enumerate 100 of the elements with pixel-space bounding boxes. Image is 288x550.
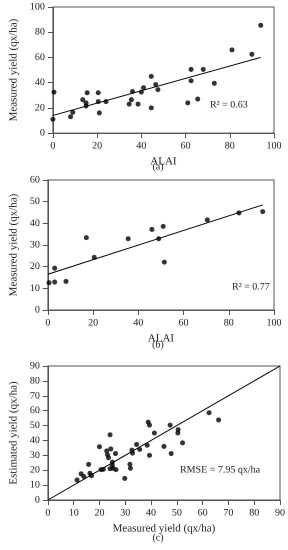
x-tick-label: 30	[120, 508, 130, 518]
y-axis-title: Measured yield (qx/ha)	[8, 18, 20, 122]
point	[175, 430, 180, 436]
x-tick-label: 80	[224, 318, 234, 328]
x-tick-label: 40	[146, 508, 156, 518]
point	[141, 85, 146, 90]
point	[50, 116, 56, 122]
point	[52, 90, 57, 95]
point	[88, 473, 94, 478]
point	[80, 97, 86, 102]
point	[185, 100, 190, 106]
y-tick-label: 0	[40, 128, 45, 139]
x-tick-label: 100	[266, 318, 282, 328]
point	[134, 442, 140, 447]
x-axis-title: Measured yield (qx/ha)	[112, 522, 216, 534]
point	[126, 236, 131, 242]
point	[108, 446, 114, 452]
point	[103, 99, 108, 104]
point	[74, 478, 80, 483]
y-tick-label: 30	[30, 240, 40, 250]
y-tick-label: 80	[30, 375, 40, 386]
x-tick-label: 10	[68, 508, 79, 518]
x-tick-label: 80	[224, 140, 235, 152]
point	[229, 47, 234, 52]
point	[260, 209, 266, 214]
point	[70, 110, 76, 115]
point	[92, 254, 97, 260]
y-tick-label: 90	[30, 360, 40, 372]
point	[130, 88, 135, 94]
y-tick-label: 0	[34, 304, 40, 316]
y-tick-label: 0	[34, 494, 40, 506]
y-tick-label: 40	[34, 77, 45, 88]
point	[106, 455, 112, 460]
annotation: R² = 0.77	[232, 282, 270, 292]
point	[96, 90, 101, 96]
point	[258, 22, 264, 28]
y-tick-label: 50	[30, 196, 40, 208]
point	[108, 432, 113, 438]
x-tick-label: 70	[223, 508, 234, 518]
y-tick-label: 10	[30, 282, 40, 294]
point	[96, 99, 101, 104]
point	[46, 280, 52, 286]
point	[160, 224, 166, 229]
x-tick-label: 60	[198, 508, 208, 518]
point	[81, 474, 86, 479]
x-tick-label: 60	[178, 318, 189, 328]
point	[148, 105, 154, 110]
point	[144, 442, 150, 448]
point	[52, 266, 58, 271]
x-tick-label: 20	[94, 508, 104, 518]
x-tick-label: 0	[50, 140, 56, 152]
x-tick-label: 90	[275, 508, 285, 518]
point	[152, 430, 157, 436]
point	[128, 466, 133, 471]
point	[153, 82, 158, 88]
x-tick-label: 100	[266, 140, 282, 152]
annotation: RMSE = 7.95 qx/ha	[180, 464, 261, 476]
x-tick-label: 40	[136, 140, 146, 152]
x-tick-label: 60	[180, 140, 191, 152]
point	[180, 440, 186, 446]
point	[162, 260, 167, 265]
point	[136, 102, 141, 107]
y-tick-label: 20	[30, 464, 40, 476]
point	[156, 236, 162, 242]
y-tick-label: 70	[30, 390, 40, 402]
point	[236, 210, 242, 216]
point	[195, 96, 200, 102]
y-tick-label: 10	[30, 480, 40, 491]
point	[212, 80, 217, 86]
point	[63, 278, 68, 284]
point	[137, 446, 142, 452]
point	[68, 114, 74, 120]
x-tick-label: 80	[249, 508, 260, 518]
y-tick-label: 40	[30, 434, 40, 446]
y-axis-title: Estimated yield (qx/ha)	[8, 381, 20, 485]
point	[84, 90, 90, 96]
point	[188, 78, 194, 84]
point	[168, 422, 173, 428]
point	[128, 97, 134, 102]
x-tick-label: 50	[172, 508, 182, 518]
point	[155, 87, 160, 92]
point	[130, 450, 135, 456]
point	[84, 235, 89, 240]
point	[200, 66, 206, 72]
x-tick-label: 20	[88, 318, 98, 328]
point	[52, 280, 58, 285]
point	[216, 417, 222, 422]
y-tick-label: 20	[34, 102, 45, 114]
point	[147, 422, 152, 428]
text: (c)	[152, 532, 164, 544]
point	[148, 74, 154, 79]
point	[126, 102, 132, 107]
point	[206, 410, 212, 416]
x-tick-label: 40	[133, 318, 144, 328]
point	[84, 103, 89, 108]
y-axis-title: Measured yield (qx/ha)	[8, 193, 20, 296]
point	[168, 451, 174, 456]
y-tick-label: 40	[30, 218, 40, 229]
y-tick-label: 100	[30, 2, 45, 12]
y-tick-label: 30	[30, 450, 40, 461]
